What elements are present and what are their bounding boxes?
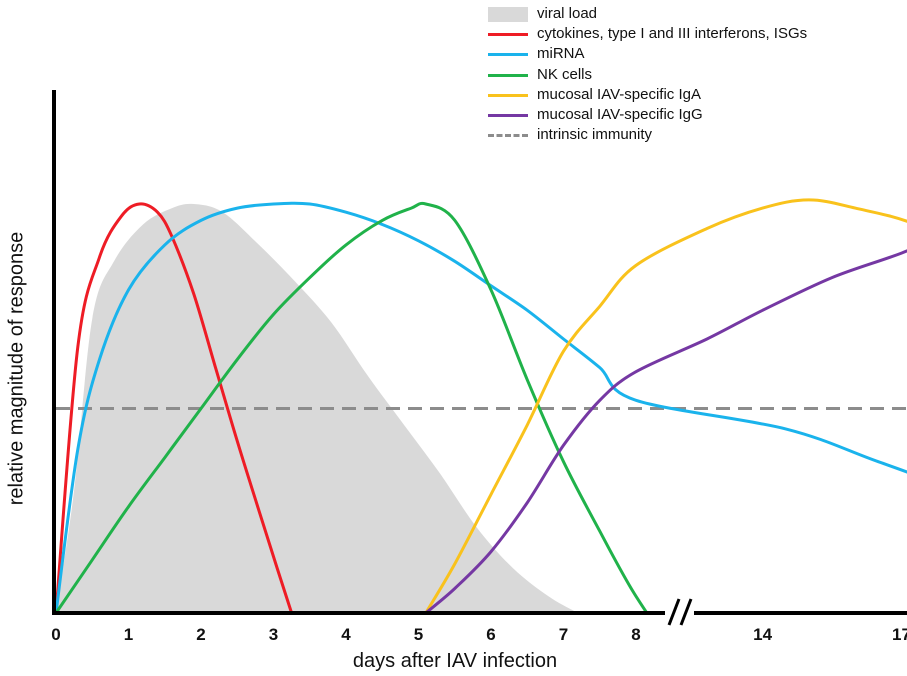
- series-cytokines-type-i-and-iii-interferons-isgs: [54, 202, 294, 614]
- legend-label: intrinsic immunity: [537, 126, 653, 144]
- x-tick-label-3: 3: [269, 625, 278, 644]
- tick-label-layer: 012345678141720: [51, 625, 907, 644]
- legend-label: viral load: [537, 5, 598, 22]
- legend-label: NK cells: [537, 65, 593, 83]
- legend-swatch: [488, 113, 528, 117]
- x-tick-label-6: 6: [486, 625, 495, 644]
- x-tick-label-4: 4: [341, 625, 351, 644]
- axis-break-mark-1: [667, 598, 681, 626]
- legend-label: mucosal IAV-specific IgG: [537, 105, 703, 123]
- series-mucosal-iav-specific-iga: [424, 198, 907, 614]
- x-tick-label-5: 5: [414, 625, 423, 644]
- axis-break-mark-2: [679, 598, 693, 626]
- x-tick-label-8: 8: [631, 625, 640, 644]
- area-layer: [56, 203, 907, 614]
- series-mucosal-iav-specific-igg: [424, 249, 907, 615]
- legend-label: miRNA: [537, 45, 585, 63]
- legend-swatch: [488, 73, 528, 77]
- series-viral-load: [56, 203, 578, 614]
- axes-layer: [52, 90, 907, 626]
- series-mirna: [54, 201, 907, 614]
- legend-swatch: [488, 53, 528, 57]
- line-layer: [54, 198, 907, 615]
- x-tick-label-17: 17: [892, 625, 907, 644]
- x-tick-label-2: 2: [196, 625, 205, 644]
- legend-label: mucosal IAV-specific IgA: [537, 85, 701, 103]
- x-tick-label-7: 7: [559, 625, 568, 644]
- x-tick-label-0: 0: [51, 625, 60, 644]
- series-nk-cells: [54, 201, 649, 614]
- x-tick-label-1: 1: [124, 625, 133, 644]
- legend-swatch: [488, 7, 528, 22]
- legend-swatch: [488, 33, 528, 37]
- legend-swatch: [488, 134, 528, 138]
- legend-label: cytokines, type I and III interferons, I…: [537, 25, 808, 43]
- legend-swatch: [488, 93, 528, 97]
- x-tick-label-14: 14: [753, 625, 772, 644]
- x-axis-label: days after IAV infection: [352, 650, 558, 672]
- y-axis-label: relative magnitude of response: [5, 231, 28, 506]
